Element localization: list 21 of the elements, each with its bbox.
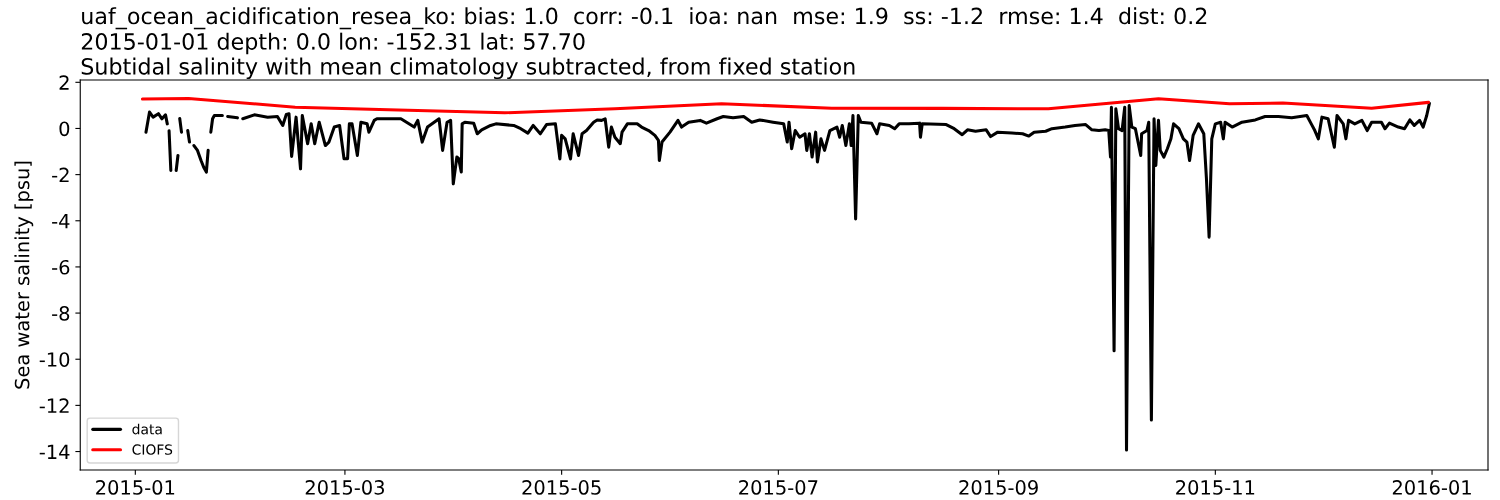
y-tick-label: 2: [59, 75, 69, 90]
x-tick-label: 2016-01: [1392, 480, 1471, 495]
y-axis-title: Sea water salinity [psu]: [14, 161, 34, 389]
x-tick-label: 2015-03: [305, 480, 384, 495]
y-tick-label: -8: [52, 306, 70, 321]
y-tick-label: -4: [52, 213, 70, 229]
y-tick-label: -14: [39, 444, 70, 459]
line-series: [140, 96, 1431, 115]
x-tick-label: 2015-11: [1176, 480, 1255, 495]
x-tick-label: 2015-07: [739, 480, 818, 495]
chart-title: uaf_ocean_acidification_resea_ko: bias: 1.0 corr: -0.1 ioa: nan mse: 1.9 ss: -1.2 rmse: 1.4 dist: 0.2 2015-01-01 depth: 0.0 lon: -152.31 lat: 57.70 Subtidal salinity with mean climatology subtracted, from fixed station: [81, 7, 1207, 80]
legend-label: CIOFS: [132, 444, 173, 455]
y-tick-label: -12: [39, 398, 69, 413]
x-tick-label: 2015-01: [96, 480, 175, 495]
x-tick-label: 2015-05: [522, 480, 601, 495]
legend-label: data: [132, 423, 162, 435]
y-tick-label: -6: [52, 259, 70, 275]
x-tick-label: 2015-09: [959, 480, 1038, 495]
y-tick-label: -10: [39, 352, 70, 367]
y-tick-label: 0: [59, 121, 70, 137]
y-tick-label: -2: [52, 167, 69, 182]
